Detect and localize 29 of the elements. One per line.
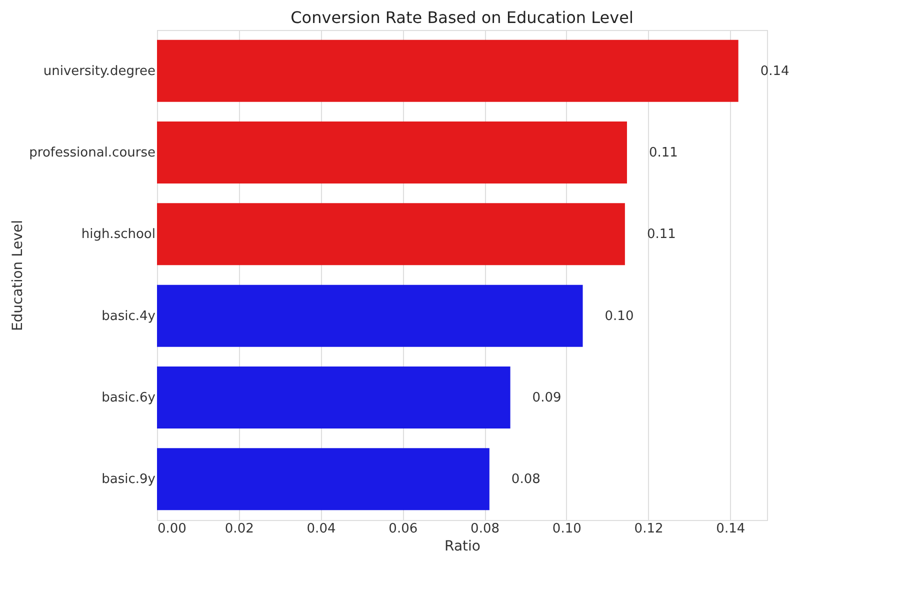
data-label: 0.11 xyxy=(648,146,678,160)
bar xyxy=(157,366,510,428)
y-tick-label: basic.9y xyxy=(102,472,156,488)
bar xyxy=(157,284,583,347)
x-tick-label: 0.02 xyxy=(224,522,254,536)
data-label: 0.10 xyxy=(604,308,634,324)
y-tick-label: basic.4y xyxy=(102,308,156,324)
y-axis-title: Education Level xyxy=(10,220,26,332)
x-tick-label: 0.12 xyxy=(634,522,664,536)
y-tick-label: high.school xyxy=(81,227,156,242)
data-label: 0.11 xyxy=(646,227,676,242)
x-axis-title: Ratio xyxy=(444,538,480,554)
y-tick-label: university.degree xyxy=(43,64,156,79)
bar xyxy=(157,203,625,266)
y-tick-label: basic.6y xyxy=(102,390,156,406)
x-tick-label: 0.06 xyxy=(388,522,418,536)
data-label: 0.09 xyxy=(532,390,562,406)
x-tick-label: 0.08 xyxy=(470,522,500,536)
chart-title: Conversion Rate Based on Education Level xyxy=(290,8,634,27)
x-tick-label: 0.04 xyxy=(306,522,336,536)
x-tick-label: 0.00 xyxy=(158,522,186,536)
x-tick-label: 0.10 xyxy=(552,522,582,536)
bar xyxy=(157,122,627,184)
data-label: 0.08 xyxy=(511,472,540,488)
x-tick-label: 0.14 xyxy=(716,522,746,536)
bar xyxy=(157,40,738,102)
y-tick-label: professional.course xyxy=(29,146,156,160)
bar xyxy=(157,448,490,510)
data-label: 0.14 xyxy=(760,64,790,79)
